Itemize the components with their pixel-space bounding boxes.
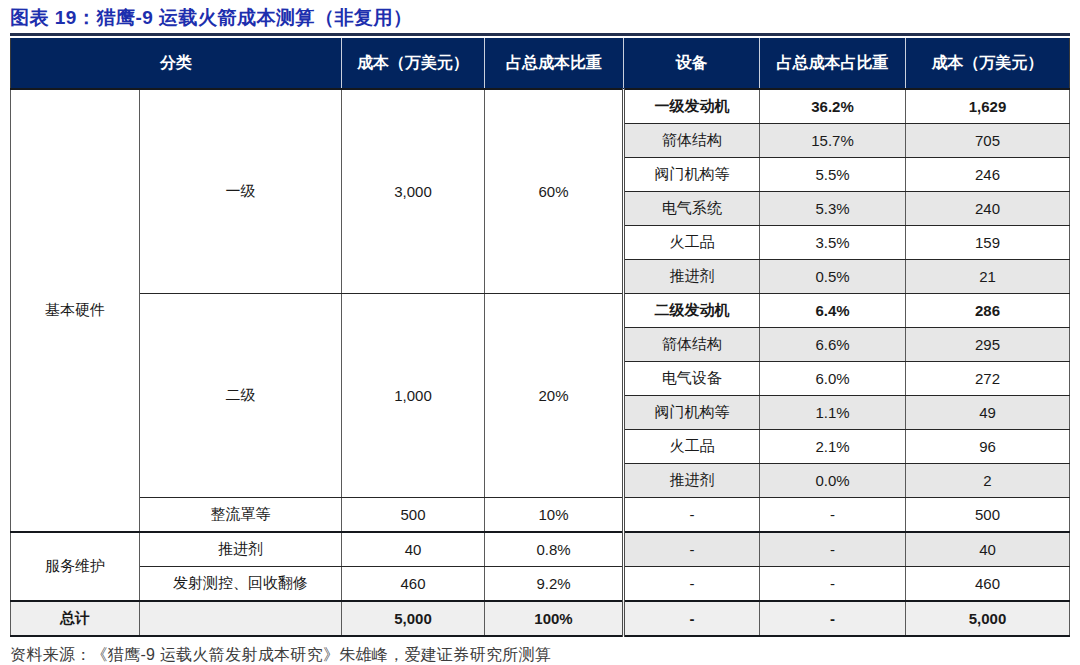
table-cell: 1.1% bbox=[760, 396, 906, 430]
cell-stage1: 一级 bbox=[140, 89, 342, 294]
table-cell: 阀门机构等 bbox=[624, 158, 760, 192]
table-cell: 推进剂 bbox=[624, 260, 760, 294]
table-cell: 40 bbox=[906, 532, 1070, 567]
table-row: 整流罩等 500 10% - - 500 bbox=[11, 498, 1070, 533]
col-header-equipment: 设备 bbox=[624, 38, 760, 89]
cell-basic-hardware: 基本硬件 bbox=[11, 89, 140, 532]
cell-stage2-engine: 二级发动机 bbox=[624, 294, 760, 328]
table-cell: 15.7% bbox=[760, 124, 906, 158]
table-cell: 1,000 bbox=[342, 294, 485, 498]
table-cell: 159 bbox=[906, 226, 1070, 260]
table-cell: 20% bbox=[485, 294, 624, 498]
table-cell: - bbox=[760, 601, 906, 636]
table-cell: 36.2% bbox=[760, 89, 906, 124]
table-cell: - bbox=[760, 532, 906, 567]
table-cell: - bbox=[624, 532, 760, 567]
table-cell: 272 bbox=[906, 362, 1070, 396]
table-cell: 460 bbox=[342, 567, 485, 602]
table-cell: - bbox=[760, 567, 906, 602]
table-cell: 火工品 bbox=[624, 430, 760, 464]
table-cell: - bbox=[624, 498, 760, 533]
table-cell: 推进剂 bbox=[624, 464, 760, 498]
table-cell: 电气设备 bbox=[624, 362, 760, 396]
cost-table: 分类 成本（万美元） 占总成本比重 设备 占总成本占比重 成本（万美元） 基本硬… bbox=[10, 38, 1070, 637]
table-cell: 9.2% bbox=[485, 567, 624, 602]
source-note: 资料来源：《猎鹰-9 运载火箭发射成本研究》朱雄峰，爱建证券研究所测算 bbox=[10, 645, 1070, 665]
table-row: 基本硬件 一级 3,000 60% 一级发动机 36.2% 1,629 bbox=[11, 89, 1070, 124]
table-cell: 0.8% bbox=[485, 532, 624, 567]
table-cell: 0.0% bbox=[760, 464, 906, 498]
table-cell: 10% bbox=[485, 498, 624, 533]
table-cell: 5.5% bbox=[760, 158, 906, 192]
table-cell: 2 bbox=[906, 464, 1070, 498]
table-cell: 3,000 bbox=[342, 89, 485, 294]
col-header-share-left: 占总成本比重 bbox=[485, 38, 624, 89]
table-cell: 705 bbox=[906, 124, 1070, 158]
table-cell: 49 bbox=[906, 396, 1070, 430]
table-cell: 阀门机构等 bbox=[624, 396, 760, 430]
table-cell: 6.6% bbox=[760, 328, 906, 362]
table-cell: - bbox=[760, 498, 906, 533]
table-cell: 箭体结构 bbox=[624, 124, 760, 158]
table-cell: 电气系统 bbox=[624, 192, 760, 226]
table-cell: 5.3% bbox=[760, 192, 906, 226]
table-row: 服务维护 推进剂 40 0.8% - - 40 bbox=[11, 532, 1070, 567]
table-cell: 5,000 bbox=[906, 601, 1070, 636]
table-cell: 箭体结构 bbox=[624, 328, 760, 362]
table-cell: 295 bbox=[906, 328, 1070, 362]
figure-title: 图表 19：猎鹰-9 运载火箭成本测算（非复用） bbox=[10, 6, 1070, 30]
table-cell: 3.5% bbox=[760, 226, 906, 260]
table-cell: 2.1% bbox=[760, 430, 906, 464]
table-cell: 发射测控、回收翻修 bbox=[140, 567, 342, 602]
table-cell: 246 bbox=[906, 158, 1070, 192]
col-header-cost-left: 成本（万美元） bbox=[342, 38, 485, 89]
report-page: 图表 19：猎鹰-9 运载火箭成本测算（非复用） 分类 成本（万美元） 占总成本… bbox=[0, 0, 1080, 665]
table-cell: 火工品 bbox=[624, 226, 760, 260]
cell-stage2: 二级 bbox=[140, 294, 342, 498]
table-cell: 1,629 bbox=[906, 89, 1070, 124]
table-cell: 21 bbox=[906, 260, 1070, 294]
cell-service-maintenance: 服务维护 bbox=[11, 532, 140, 601]
col-header-category: 分类 bbox=[11, 38, 342, 89]
table-cell: 500 bbox=[906, 498, 1070, 533]
table-cell: 推进剂 bbox=[140, 532, 342, 567]
table-cell: 100% bbox=[485, 601, 624, 636]
table-cell: 286 bbox=[906, 294, 1070, 328]
table-row: 二级 1,000 20% 二级发动机 6.4% 286 bbox=[11, 294, 1070, 328]
table-cell: 96 bbox=[906, 430, 1070, 464]
cell-fairing: 整流罩等 bbox=[140, 498, 342, 533]
table-cell: - bbox=[624, 601, 760, 636]
col-header-cost-right: 成本（万美元） bbox=[906, 38, 1070, 89]
table-cell: - bbox=[624, 567, 760, 602]
total-row: 总计 5,000 100% - - 5,000 bbox=[11, 601, 1070, 636]
table-row: 发射测控、回收翻修 460 9.2% - - 460 bbox=[11, 567, 1070, 602]
table-cell: 6.4% bbox=[760, 294, 906, 328]
table-cell: 5,000 bbox=[342, 601, 485, 636]
col-header-share-right: 占总成本占比重 bbox=[760, 38, 906, 89]
cell-total-label: 总计 bbox=[11, 601, 140, 636]
table-cell: 40 bbox=[342, 532, 485, 567]
cell-stage1-engine: 一级发动机 bbox=[624, 89, 760, 124]
table-cell: 6.0% bbox=[760, 362, 906, 396]
table-cell: 500 bbox=[342, 498, 485, 533]
table-cell: 460 bbox=[906, 567, 1070, 602]
header-row: 分类 成本（万美元） 占总成本比重 设备 占总成本占比重 成本（万美元） bbox=[11, 38, 1070, 89]
table-cell: 60% bbox=[485, 89, 624, 294]
table-cell: 0.5% bbox=[760, 260, 906, 294]
table-cell: 240 bbox=[906, 192, 1070, 226]
table-cell bbox=[140, 601, 342, 636]
title-rule bbox=[10, 33, 1070, 36]
